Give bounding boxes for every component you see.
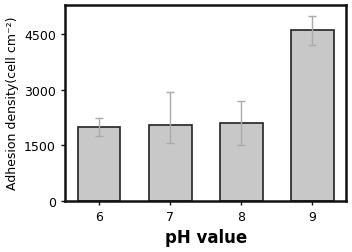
X-axis label: pH value: pH value: [165, 229, 247, 246]
Bar: [220, 123, 263, 201]
Bar: [149, 125, 191, 201]
Y-axis label: Adhesion density(cell cm⁻²): Adhesion density(cell cm⁻²): [6, 17, 19, 190]
Bar: [78, 127, 120, 201]
Bar: [291, 31, 334, 201]
